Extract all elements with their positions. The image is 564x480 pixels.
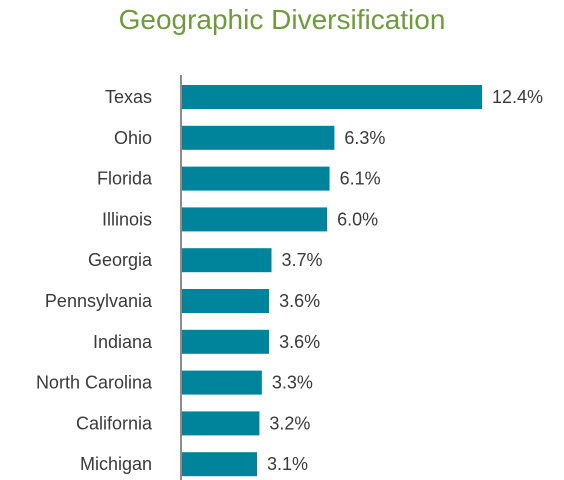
chart-title: Geographic Diversification [118,4,446,35]
value-label-michigan: 3.1% [267,454,308,474]
category-label-indiana: Indiana [93,332,153,352]
category-label-illinois: Illinois [102,209,152,229]
bars-group [182,85,482,477]
bar-california [182,411,260,436]
category-label-florida: Florida [97,169,153,189]
value-label-illinois: 6.0% [337,209,378,229]
value-label-georgia: 3.7% [282,250,323,270]
category-label-ohio: Ohio [114,128,152,148]
bar-pennsylvania [182,289,270,313]
category-label-pennsylvania: Pennsylvania [45,291,153,311]
value-label-indiana: 3.6% [279,332,320,352]
bar-texas [182,85,482,109]
value-label-north-carolina: 3.3% [272,373,313,393]
category-labels-group: Texas Ohio Florida Illinois Georgia Pennsylva… [36,87,153,474]
category-label-texas: Texas [105,87,152,107]
value-label-florida: 6.1% [340,169,381,189]
bar-michigan [182,452,257,477]
value-label-ohio: 6.3% [344,128,385,148]
bar-indiana [182,329,270,354]
category-label-michigan: Michigan [80,454,152,474]
value-labels-group: 12.4% 6.3% 6.1% 6.0% 3.7% 3.6% 3.6% 3.3% 3.2% 3.1… [267,87,543,474]
bar-florida [182,166,330,191]
value-label-texas: 12.4% [492,87,543,107]
category-label-california: California [76,413,153,433]
category-label-north-carolina: North Carolina [36,373,153,393]
category-label-georgia: Georgia [88,250,153,270]
value-label-california: 3.2% [269,413,310,433]
bar-ohio [182,125,335,150]
bar-georgia [182,248,272,273]
bar-north-carolina [182,370,262,395]
value-label-pennsylvania: 3.6% [279,291,320,311]
bar-illinois [182,207,328,232]
